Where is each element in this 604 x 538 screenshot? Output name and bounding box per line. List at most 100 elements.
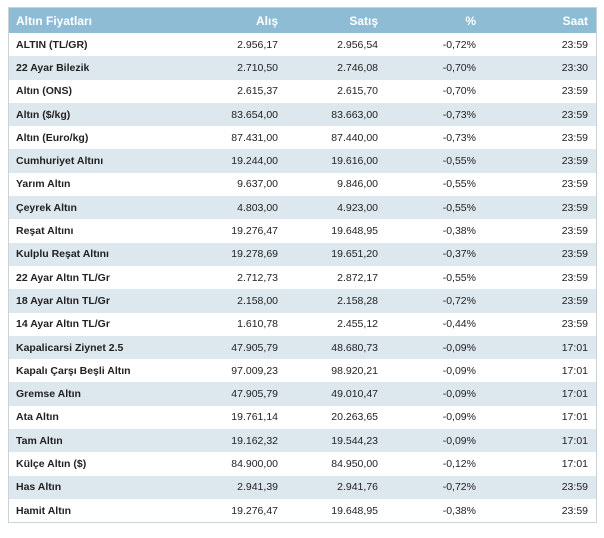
cell-name: Has Altın [9,475,172,499]
cell-time: 23:30 [484,56,596,80]
cell-change: -0,09% [386,335,484,360]
table-row[interactable]: Kapalicarsi Ziynet 2.5 47.905,79 48.680,73… [9,335,596,360]
table-row[interactable]: Altın ($/kg) 83.654,00 83.663,00 -0,73% 23:5… [9,102,596,127]
cell-change: -0,70% [386,79,484,103]
table-row[interactable]: Altın (ONS) 2.615,37 2.615,70 -0,70% 23:59 [9,79,596,103]
table-row[interactable]: Cumhuriyet Altını 19.244,00 19.616,00 -0,55… [9,149,596,173]
cell-buy: 83.654,00 [172,102,286,127]
table-row[interactable]: ALTIN (TL/GR) 2.956,17 2.956,54 -0,72% 23:59 [9,33,596,57]
cell-time: 23:59 [484,102,596,127]
header-sell[interactable]: Satış [286,8,386,33]
cell-time: 17:01 [484,405,596,430]
cell-sell: 19.648,95 [286,219,386,243]
cell-sell: 2.158,28 [286,289,386,313]
cell-sell: 2.872,17 [286,265,386,290]
cell-sell: 9.846,00 [286,172,386,197]
cell-name: Altın ($/kg) [9,102,172,127]
cell-change: -0,55% [386,265,484,290]
table-row[interactable]: Hamit Altın 19.276,47 19.648,95 -0,38% 23:59 [9,498,596,523]
cell-sell: 4.923,00 [286,196,386,220]
cell-time: 23:59 [484,312,596,336]
cell-sell: 87.440,00 [286,126,386,150]
table-row[interactable]: Tam Altın 19.162,32 19.544,23 -0,09% 17:01 [9,429,596,453]
cell-buy: 2.615,37 [172,79,286,103]
cell-buy: 47.905,79 [172,335,286,360]
cell-time: 23:59 [484,289,596,313]
cell-buy: 2.941,39 [172,475,286,499]
cell-time: 23:59 [484,196,596,220]
table-row[interactable]: Kapalı Çarşı Beşli Altın 97.009,23 98.920,… [9,359,596,383]
cell-time: 23:59 [484,498,596,523]
cell-name: Külçe Altın ($) [9,452,172,476]
table-row[interactable]: Külçe Altın ($) 84.900,00 84.950,00 -0,12% 1… [9,452,596,476]
cell-change: -0,09% [386,382,484,406]
cell-change: -0,73% [386,102,484,127]
cell-name: Ata Altın [9,405,172,430]
table-row[interactable]: Gremse Altın 47.905,79 49.010,47 -0,09% 17:0… [9,382,596,406]
cell-buy: 2.710,50 [172,56,286,80]
header-time[interactable]: Saat [484,8,596,33]
cell-change: -0,55% [386,196,484,220]
cell-time: 17:01 [484,335,596,360]
cell-change: -0,72% [386,289,484,313]
gold-prices-panel: Altın Fiyatları Alış Satış % Saat ALTIN … [8,7,597,524]
cell-time: 23:59 [484,126,596,150]
cell-change: -0,38% [386,498,484,523]
table-row[interactable]: Çeyrek Altın 4.803,00 4.923,00 -0,55% 23:59 [9,196,596,220]
cell-name: 14 Ayar Altın TL/Gr [9,312,172,336]
cell-name: Cumhuriyet Altını [9,149,172,173]
gold-prices-table: Altın Fiyatları Alış Satış % Saat ALTIN … [9,8,596,523]
header-name[interactable]: Altın Fiyatları [9,8,172,33]
cell-time: 23:59 [484,33,596,57]
cell-sell: 49.010,47 [286,382,386,406]
table-row[interactable]: 22 Ayar Altın TL/Gr 2.712,73 2.872,17 -0,55… [9,265,596,290]
cell-name: Tam Altın [9,429,172,453]
cell-change: -0,09% [386,429,484,453]
table-row[interactable]: Ata Altın 19.761,14 20.263,65 -0,09% 17:01 [9,405,596,430]
cell-time: 17:01 [484,429,596,453]
cell-sell: 19.616,00 [286,149,386,173]
cell-name: Reşat Altını [9,219,172,243]
cell-buy: 19.276,47 [172,219,286,243]
cell-change: -0,55% [386,149,484,173]
cell-sell: 2.615,70 [286,79,386,103]
cell-buy: 4.803,00 [172,196,286,220]
header-buy[interactable]: Alış [172,8,286,33]
cell-name: Kulplu Reşat Altını [9,242,172,266]
table-header-row: Altın Fiyatları Alış Satış % Saat [9,8,596,33]
table-row[interactable]: Kulplu Reşat Altını 19.278,69 19.651,20 -0,… [9,242,596,266]
table-row[interactable]: 18 Ayar Altın TL/Gr 2.158,00 2.158,28 -0,72… [9,289,596,313]
cell-name: ALTIN (TL/GR) [9,33,172,57]
cell-change: -0,72% [386,475,484,499]
cell-change: -0,09% [386,359,484,383]
cell-buy: 2.956,17 [172,33,286,57]
cell-sell: 2.956,54 [286,33,386,57]
cell-change: -0,70% [386,56,484,80]
cell-buy: 47.905,79 [172,382,286,406]
cell-time: 23:59 [484,265,596,290]
cell-name: Yarım Altın [9,172,172,197]
cell-buy: 2.712,73 [172,265,286,290]
table-row[interactable]: 14 Ayar Altın TL/Gr 1.610,78 2.455,12 -0,44… [9,312,596,336]
table-row[interactable]: Reşat Altını 19.276,47 19.648,95 -0,38% 23:5… [9,219,596,243]
cell-buy: 19.278,69 [172,242,286,266]
cell-buy: 19.162,32 [172,429,286,453]
cell-name: Altın (Euro/kg) [9,126,172,150]
cell-time: 23:59 [484,172,596,197]
cell-name: 18 Ayar Altın TL/Gr [9,289,172,313]
cell-change: -0,44% [386,312,484,336]
cell-buy: 1.610,78 [172,312,286,336]
cell-buy: 19.276,47 [172,498,286,523]
table-row[interactable]: Has Altın 2.941,39 2.941,76 -0,72% 23:59 [9,475,596,499]
cell-buy: 87.431,00 [172,126,286,150]
table-row[interactable]: Yarım Altın 9.637,00 9.846,00 -0,55% 23:59 [9,172,596,197]
cell-buy: 9.637,00 [172,172,286,197]
cell-buy: 97.009,23 [172,359,286,383]
cell-time: 23:59 [484,219,596,243]
table-row[interactable]: Altın (Euro/kg) 87.431,00 87.440,00 -0,73% 2… [9,126,596,150]
table-row[interactable]: 22 Ayar Bilezik 2.710,50 2.746,08 -0,70% 23:… [9,56,596,80]
cell-name: Gremse Altın [9,382,172,406]
header-change[interactable]: % [386,8,484,33]
cell-sell: 83.663,00 [286,102,386,127]
cell-buy: 2.158,00 [172,289,286,313]
